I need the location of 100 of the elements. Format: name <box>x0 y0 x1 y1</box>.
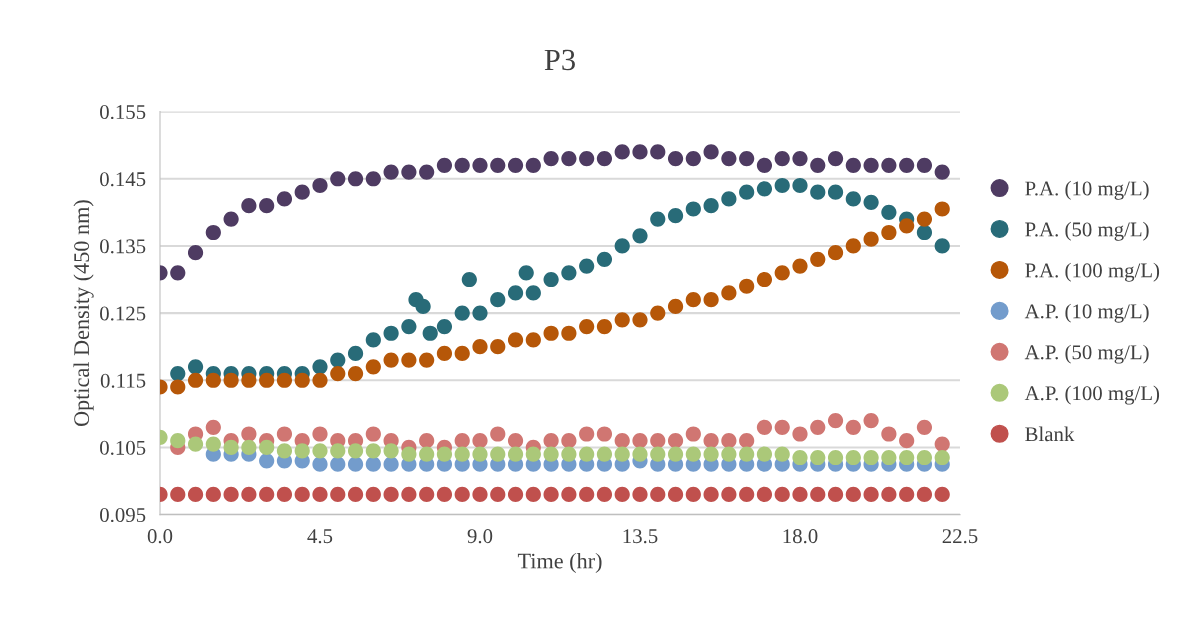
point <box>276 486 293 503</box>
point <box>294 486 310 503</box>
point <box>170 265 186 281</box>
point <box>472 339 488 355</box>
point <box>330 171 346 187</box>
point <box>721 446 737 462</box>
point <box>187 359 204 375</box>
point <box>881 157 897 173</box>
point <box>632 144 648 160</box>
point <box>881 204 897 220</box>
point <box>863 486 879 503</box>
point <box>187 486 204 503</box>
point <box>899 157 915 173</box>
y-tick-label: 0.155 <box>100 104 146 120</box>
point <box>845 238 861 254</box>
point <box>881 449 897 466</box>
legend-label: A.P. (100 mg/L) <box>1024 385 1160 405</box>
point <box>490 486 506 503</box>
point <box>561 325 577 341</box>
point <box>934 436 950 452</box>
point <box>259 486 275 503</box>
point <box>347 345 364 362</box>
point <box>863 194 879 210</box>
y-axis-title: Optical Density (450 nm) <box>73 200 94 427</box>
point <box>401 164 417 180</box>
point <box>507 486 524 503</box>
y-tick-label: 0.115 <box>100 373 146 388</box>
point <box>543 486 559 503</box>
point <box>422 325 438 341</box>
point <box>454 486 470 503</box>
point <box>223 372 239 388</box>
legend-label: A.P. (50 mg/L) <box>1024 344 1149 364</box>
point <box>774 177 790 194</box>
point <box>827 184 844 200</box>
point <box>525 332 541 348</box>
point <box>792 151 808 167</box>
point <box>312 443 328 459</box>
point <box>419 486 435 503</box>
x-tick-label: 22.5 <box>942 529 978 544</box>
point <box>170 486 186 503</box>
point <box>472 446 488 462</box>
point <box>863 231 879 247</box>
point <box>845 449 861 466</box>
point <box>241 486 257 503</box>
point <box>276 443 293 459</box>
point <box>276 191 293 207</box>
point <box>899 218 915 234</box>
point <box>490 426 506 442</box>
point <box>365 426 381 442</box>
point <box>561 265 577 281</box>
point <box>899 433 915 449</box>
point <box>330 443 346 459</box>
point <box>454 345 470 362</box>
point <box>792 426 808 442</box>
point <box>845 419 861 435</box>
point <box>330 365 346 382</box>
point <box>187 245 204 261</box>
point <box>810 184 826 200</box>
point <box>792 177 808 194</box>
point <box>276 426 293 442</box>
point <box>721 433 737 449</box>
point <box>756 486 773 503</box>
point <box>312 372 328 388</box>
point <box>810 419 826 435</box>
point <box>703 433 719 449</box>
point <box>525 446 541 462</box>
point <box>685 446 701 462</box>
point <box>312 486 328 503</box>
point <box>703 446 719 462</box>
x-tick-label: 9.0 <box>467 529 493 544</box>
point <box>632 433 648 449</box>
legend-label: P.A. (10 mg/L) <box>1025 180 1149 200</box>
point <box>721 285 737 301</box>
point <box>312 177 328 194</box>
point <box>703 144 719 160</box>
point <box>579 151 595 167</box>
point <box>632 446 648 462</box>
point <box>436 157 453 173</box>
point <box>436 486 453 503</box>
point <box>330 352 346 368</box>
point <box>614 238 630 254</box>
point <box>703 292 719 308</box>
point <box>934 164 950 180</box>
point <box>596 318 613 335</box>
point <box>330 486 346 503</box>
point <box>934 201 950 217</box>
point <box>632 312 648 328</box>
point <box>899 486 915 503</box>
point <box>756 181 773 197</box>
point <box>223 486 239 503</box>
point <box>259 198 275 214</box>
point <box>934 486 950 503</box>
point <box>383 486 399 503</box>
point <box>330 456 346 472</box>
point <box>650 305 666 321</box>
point <box>685 151 701 167</box>
point <box>347 486 364 503</box>
x-tick-label: 0.0 <box>147 529 173 544</box>
point <box>472 486 488 503</box>
point <box>596 426 613 442</box>
